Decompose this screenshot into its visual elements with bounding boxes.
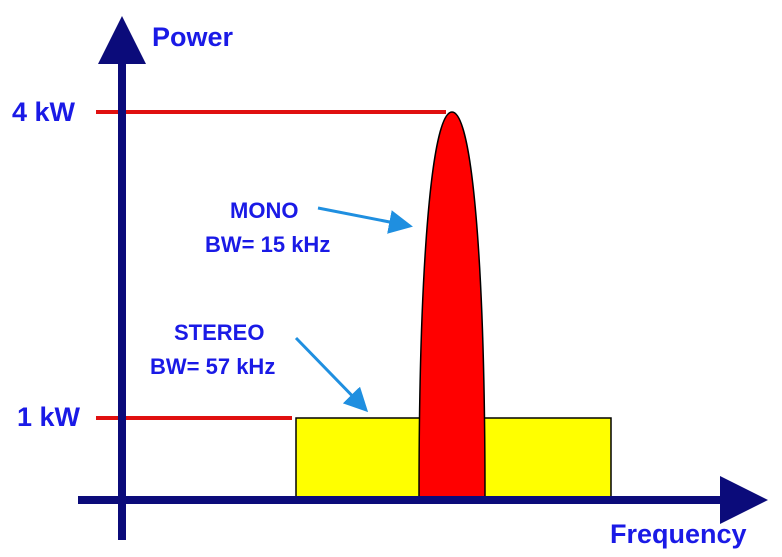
stereo-arrow xyxy=(294,336,369,413)
stereo-title: STEREO xyxy=(174,320,264,345)
x-axis-label: Frequency xyxy=(610,519,747,549)
level-label-4kw: 4 kW xyxy=(12,97,76,127)
mono-bandwidth: BW= 15 kHz xyxy=(205,232,330,257)
mono-arrow xyxy=(317,206,413,234)
y-axis-label: Power xyxy=(152,22,234,52)
mono-title: MONO xyxy=(230,198,298,223)
mono-band xyxy=(418,111,486,499)
stereo-bandwidth: BW= 57 kHz xyxy=(150,354,275,379)
level-label-1kw: 1 kW xyxy=(17,402,81,432)
